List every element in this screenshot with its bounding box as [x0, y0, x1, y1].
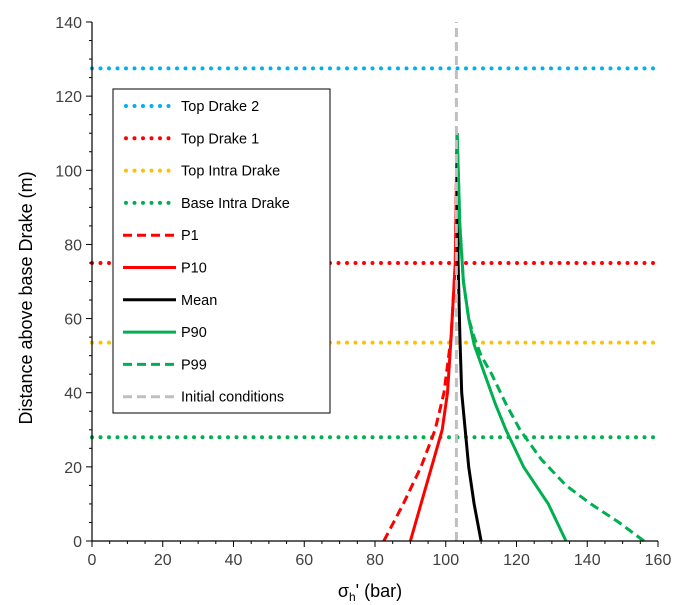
x-tick-label: 20	[154, 552, 172, 569]
series-line-p90	[455, 133, 568, 542]
x-tick-label: 140	[574, 552, 601, 569]
x-tick-label: 0	[88, 552, 97, 569]
legend-label-p10: P10	[181, 261, 207, 277]
x-tick-label: 80	[366, 552, 384, 569]
legend-label-top-drake-2: Top Drake 2	[181, 99, 259, 115]
x-axis-title: σh' (bar)	[338, 581, 402, 604]
x-tick-label: 120	[503, 552, 530, 569]
legend-label-mean: Mean	[181, 293, 217, 309]
x-tick-label: 160	[645, 552, 672, 569]
legend-label-initial-conditions: Initial conditions	[181, 390, 284, 406]
legend-label-p90: P90	[181, 325, 207, 341]
y-tick-label: 100	[55, 163, 82, 180]
legend-label-top-drake-1: Top Drake 1	[181, 131, 259, 147]
x-axis-title-symbol: σ	[338, 581, 349, 601]
y-tick-label: 120	[55, 89, 82, 106]
y-tick-label: 0	[73, 534, 82, 551]
y-axis-title: Distance above base Drake (m)	[16, 171, 36, 424]
y-tick-label: 80	[64, 237, 82, 254]
x-tick-label: 40	[225, 552, 243, 569]
y-tick-label: 60	[64, 312, 82, 329]
legend-box	[112, 88, 331, 414]
y-tick-label: 140	[55, 15, 82, 32]
series-line-p10	[408, 133, 459, 542]
legend-label-p99: P99	[181, 357, 207, 373]
legend-label-base-intra-drake: Base Intra Drake	[181, 196, 290, 212]
x-tick-label: 100	[432, 552, 459, 569]
x-axis-title-subscript: h	[349, 590, 356, 604]
x-axis-title-suffix: ' (bar)	[356, 581, 402, 601]
x-tick-label: 60	[295, 552, 313, 569]
legend-label-p1: P1	[181, 228, 199, 244]
y-tick-label: 40	[64, 386, 82, 403]
series-line-p99	[455, 133, 645, 543]
series-line-p1	[382, 133, 459, 542]
legend-label-top-intra-drake: Top Intra Drake	[181, 164, 280, 180]
series-line-mean	[455, 133, 483, 542]
y-tick-label: 20	[64, 460, 82, 477]
